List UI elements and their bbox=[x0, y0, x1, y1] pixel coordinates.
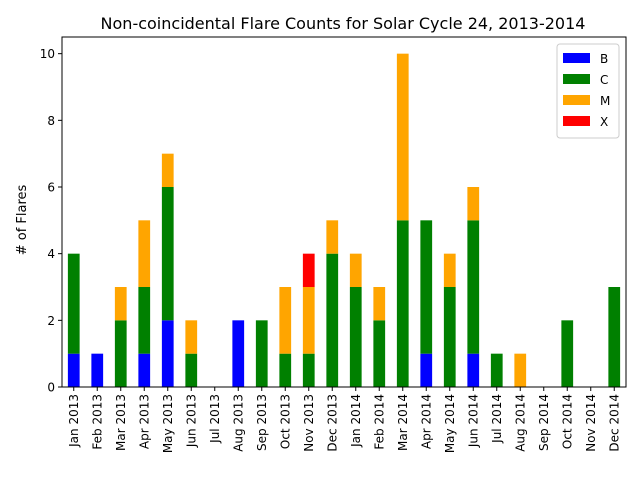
bar-C-12 bbox=[349, 287, 362, 387]
bar-M-4 bbox=[161, 153, 174, 187]
y-tick-label: 4 bbox=[47, 247, 55, 261]
bar-M-13 bbox=[373, 287, 386, 321]
bar-M-10 bbox=[302, 287, 315, 354]
bar-C-18 bbox=[490, 353, 503, 387]
bar-C-15 bbox=[420, 220, 433, 354]
legend-label-M: M bbox=[600, 94, 610, 108]
y-ticks: 0 2 4 6 8 10 bbox=[40, 47, 62, 395]
legend-label-B: B bbox=[600, 52, 608, 66]
legend-swatch-M bbox=[563, 95, 590, 105]
x-tick-label: Nov 2014 bbox=[584, 394, 598, 452]
x-tick-label: Jan 2013 bbox=[67, 394, 81, 448]
bar-B-1 bbox=[91, 353, 104, 387]
bar-M-12 bbox=[349, 253, 362, 287]
x-tick-label: Jul 2014 bbox=[490, 394, 504, 444]
x-tick-label: Feb 2013 bbox=[90, 394, 104, 450]
y-tick-label: 6 bbox=[47, 181, 55, 195]
legend-label-C: C bbox=[600, 73, 608, 87]
x-tick-label: Jan 2014 bbox=[349, 394, 363, 448]
x-tick-label: Jun 2013 bbox=[184, 394, 198, 448]
x-tick-label: Sep 2014 bbox=[537, 394, 551, 451]
bar-C-3 bbox=[138, 287, 151, 354]
x-tick-label: Sep 2013 bbox=[255, 394, 269, 451]
bar-M-3 bbox=[138, 220, 151, 287]
bar-C-14 bbox=[396, 220, 409, 387]
x-tick-label: Aug 2014 bbox=[513, 394, 527, 452]
bar-B-0 bbox=[67, 353, 80, 387]
x-tick-label: Feb 2014 bbox=[372, 394, 386, 450]
y-tick-label: 10 bbox=[40, 47, 55, 61]
bar-C-2 bbox=[114, 320, 127, 387]
bars-group bbox=[67, 53, 621, 387]
bar-M-5 bbox=[185, 320, 198, 354]
bar-X-10 bbox=[302, 253, 315, 287]
x-tick-label: Nov 2013 bbox=[302, 394, 316, 452]
y-tick-label: 0 bbox=[47, 381, 55, 395]
bar-C-5 bbox=[185, 353, 198, 387]
legend-swatch-C bbox=[563, 74, 590, 84]
bar-M-2 bbox=[114, 287, 127, 321]
bar-C-0 bbox=[67, 253, 80, 354]
x-tick-label: Mar 2013 bbox=[114, 394, 128, 451]
legend-swatch-B bbox=[563, 53, 590, 63]
x-tick-label: May 2014 bbox=[443, 394, 457, 453]
bar-M-9 bbox=[279, 287, 292, 354]
bar-B-15 bbox=[420, 353, 433, 387]
x-tick-label: Dec 2014 bbox=[607, 394, 621, 452]
bar-M-19 bbox=[514, 353, 527, 387]
bar-C-11 bbox=[326, 253, 339, 387]
bar-C-23 bbox=[608, 287, 621, 387]
x-tick-label: Jul 2013 bbox=[208, 394, 222, 444]
x-tick-label: Jun 2014 bbox=[466, 394, 480, 448]
plot-frame bbox=[61, 36, 627, 388]
bar-C-21 bbox=[561, 320, 574, 387]
bar-C-16 bbox=[443, 287, 456, 387]
y-tick-label: 2 bbox=[47, 314, 55, 328]
bar-M-11 bbox=[326, 220, 339, 254]
bar-C-9 bbox=[279, 353, 292, 387]
x-tick-label: Apr 2013 bbox=[137, 394, 151, 449]
bar-M-14 bbox=[396, 53, 409, 221]
x-tick-label: Apr 2014 bbox=[419, 394, 433, 449]
y-axis-label: # of Flares bbox=[15, 184, 30, 255]
x-tick-label: Aug 2013 bbox=[231, 394, 245, 452]
legend-box bbox=[556, 43, 620, 139]
bar-C-8 bbox=[255, 320, 268, 387]
x-tick-label: Mar 2014 bbox=[396, 394, 410, 451]
bar-B-17 bbox=[467, 353, 480, 387]
x-tick-label: Oct 2013 bbox=[278, 394, 292, 449]
y-tick-label: 8 bbox=[47, 114, 55, 128]
legend-swatch-X bbox=[563, 116, 590, 126]
bar-B-7 bbox=[232, 320, 245, 387]
x-tick-label: Oct 2014 bbox=[560, 394, 574, 449]
bar-B-4 bbox=[161, 320, 174, 387]
bar-C-17 bbox=[467, 220, 480, 354]
bar-C-10 bbox=[302, 353, 315, 387]
x-tick-label: May 2013 bbox=[161, 394, 175, 453]
bar-C-4 bbox=[161, 187, 174, 321]
bar-B-3 bbox=[138, 353, 151, 387]
bar-M-16 bbox=[443, 253, 456, 287]
chart-title: Non-coincidental Flare Counts for Solar … bbox=[101, 14, 586, 33]
legend-label-X: X bbox=[600, 115, 608, 129]
bar-M-17 bbox=[467, 187, 480, 221]
x-tick-label: Dec 2013 bbox=[325, 394, 339, 452]
bar-C-13 bbox=[373, 320, 386, 387]
x-ticks: Jan 2013 Feb 2013 Mar 2013 Apr 2013 May 2013… bbox=[67, 387, 621, 453]
